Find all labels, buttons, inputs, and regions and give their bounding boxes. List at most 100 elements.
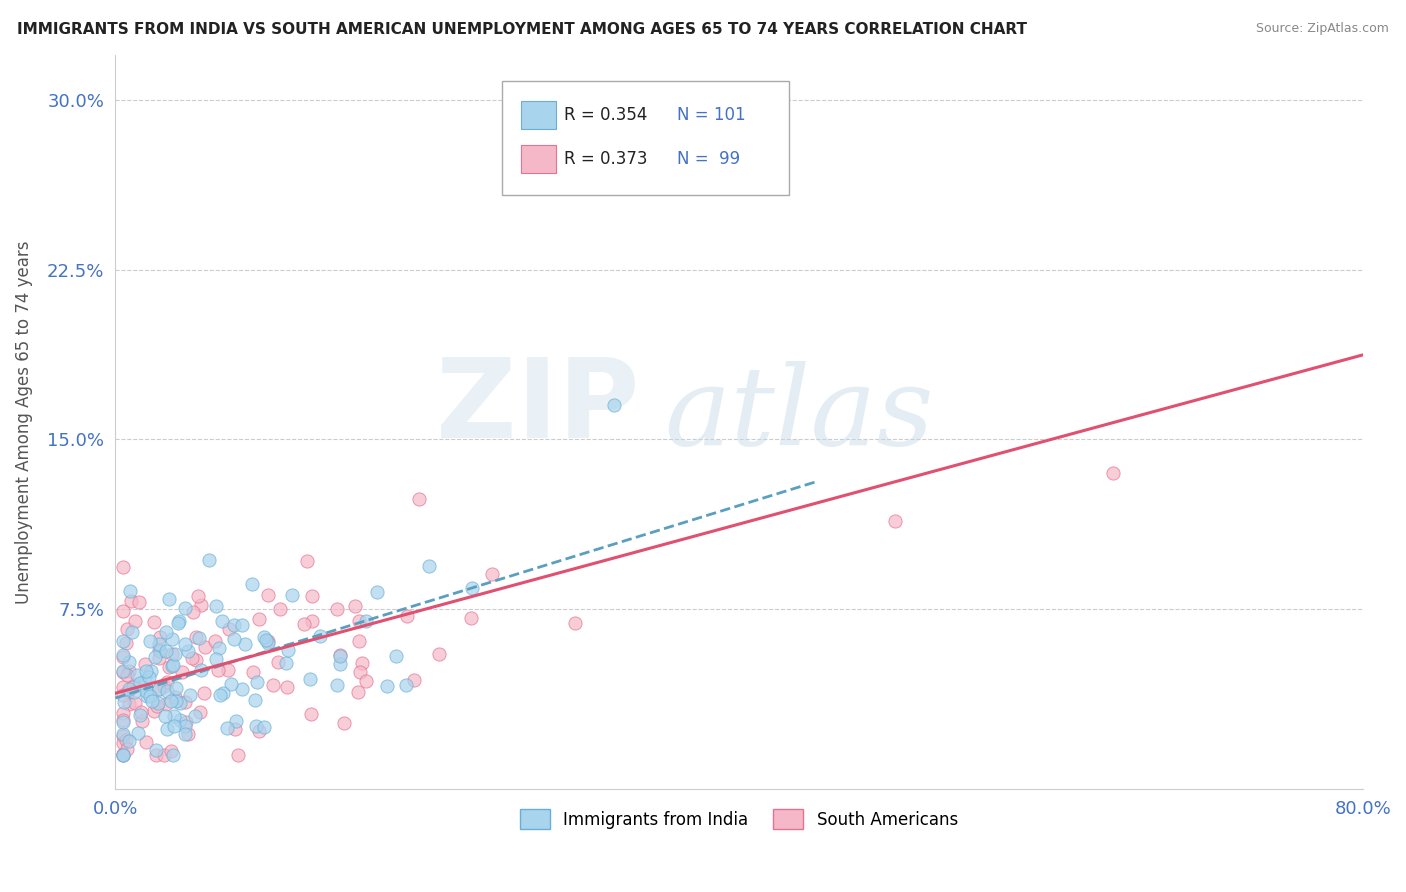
Point	[173, 601, 195, 615]
Point	[148, 643, 170, 657]
Point	[173, 727, 195, 741]
Point	[117, 685, 139, 699]
Point	[366, 585, 388, 599]
Point	[188, 632, 211, 646]
Point	[165, 681, 187, 695]
Point	[190, 663, 212, 677]
Point	[207, 663, 229, 677]
Point	[308, 629, 330, 643]
Point	[112, 665, 135, 679]
Point	[269, 602, 291, 616]
Point	[131, 705, 153, 719]
Point	[188, 705, 211, 719]
Point	[301, 589, 323, 603]
Point	[169, 696, 191, 710]
Y-axis label: Unemployment Among Ages 65 to 74 years: Unemployment Among Ages 65 to 74 years	[15, 241, 32, 604]
Point	[219, 676, 242, 690]
Point	[148, 681, 170, 696]
Point	[153, 748, 176, 763]
Point	[112, 695, 135, 709]
Point	[118, 681, 141, 696]
Point	[143, 650, 166, 665]
Point	[139, 664, 162, 678]
Point	[112, 735, 135, 749]
Point	[112, 714, 135, 729]
Point	[112, 680, 135, 694]
Point	[233, 637, 256, 651]
Point	[186, 653, 208, 667]
Point	[117, 742, 139, 756]
Point	[121, 625, 143, 640]
Point	[155, 625, 177, 640]
Point	[115, 636, 138, 650]
Point	[134, 673, 156, 687]
Point	[181, 651, 204, 665]
Point	[115, 668, 138, 682]
Point	[112, 747, 135, 761]
Point	[332, 715, 354, 730]
Point	[208, 641, 231, 656]
Point	[131, 714, 153, 729]
Point	[157, 660, 180, 674]
Point	[112, 748, 135, 763]
Point	[222, 632, 245, 647]
Point	[155, 644, 177, 658]
Point	[138, 670, 160, 684]
Point	[277, 642, 299, 657]
Point	[169, 714, 191, 728]
Point	[146, 696, 169, 710]
Legend: Immigrants from India, South Americans: Immigrants from India, South Americans	[513, 802, 965, 836]
Point	[184, 709, 207, 723]
Point	[299, 672, 322, 686]
Point	[256, 636, 278, 650]
Point	[253, 630, 276, 644]
Point	[883, 515, 905, 529]
Point	[194, 640, 217, 655]
Point	[204, 599, 226, 614]
Point	[160, 632, 183, 647]
FancyBboxPatch shape	[502, 81, 789, 194]
Point	[481, 566, 503, 581]
Point	[253, 720, 276, 734]
Point	[211, 614, 233, 628]
Point	[427, 647, 450, 661]
Point	[128, 707, 150, 722]
Point	[112, 706, 135, 721]
Point	[148, 650, 170, 665]
Point	[243, 693, 266, 707]
Point	[226, 748, 249, 763]
Point	[160, 744, 183, 758]
Point	[167, 614, 190, 628]
Point	[124, 678, 146, 692]
Point	[402, 673, 425, 687]
Point	[350, 656, 373, 670]
Point	[418, 558, 440, 573]
Point	[329, 648, 352, 662]
Text: Source: ZipAtlas.com: Source: ZipAtlas.com	[1256, 22, 1389, 36]
Point	[112, 714, 135, 728]
Point	[112, 727, 135, 741]
Text: ZIP: ZIP	[436, 354, 640, 461]
Point	[246, 674, 269, 689]
Point	[112, 604, 135, 618]
Point	[145, 748, 167, 763]
Point	[136, 689, 159, 703]
Point	[112, 664, 135, 678]
Point	[299, 707, 322, 722]
Point	[155, 675, 177, 690]
Point	[181, 605, 204, 619]
Point	[242, 665, 264, 680]
Point	[186, 630, 208, 644]
Point	[349, 614, 371, 628]
Point	[173, 695, 195, 709]
Point	[162, 657, 184, 672]
Text: N =  99: N = 99	[676, 150, 740, 168]
FancyBboxPatch shape	[520, 145, 555, 172]
Point	[254, 633, 277, 648]
Point	[134, 657, 156, 672]
Point	[135, 735, 157, 749]
Point	[347, 633, 370, 648]
Point	[163, 709, 186, 723]
Point	[247, 612, 270, 626]
Point	[122, 685, 145, 699]
